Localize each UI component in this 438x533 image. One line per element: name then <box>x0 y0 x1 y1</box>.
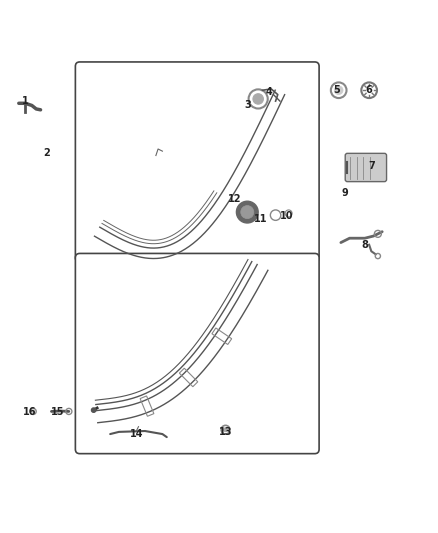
Text: 11: 11 <box>254 214 267 224</box>
FancyBboxPatch shape <box>75 254 319 454</box>
Text: 16: 16 <box>23 407 36 417</box>
Text: 3: 3 <box>244 100 251 110</box>
Text: 5: 5 <box>333 85 340 95</box>
Bar <box>140 396 154 416</box>
Text: 6: 6 <box>366 85 373 95</box>
Text: 8: 8 <box>361 240 368 250</box>
Text: 4: 4 <box>266 87 272 98</box>
Text: 1: 1 <box>22 96 29 106</box>
Circle shape <box>92 408 96 413</box>
Text: 9: 9 <box>342 188 349 198</box>
Text: 13: 13 <box>219 427 232 437</box>
FancyBboxPatch shape <box>75 62 319 262</box>
Bar <box>179 368 198 387</box>
Circle shape <box>32 410 35 413</box>
Text: 14: 14 <box>130 429 143 439</box>
Bar <box>212 328 232 344</box>
Circle shape <box>253 94 263 104</box>
Text: 2: 2 <box>44 148 50 158</box>
Text: 15: 15 <box>51 407 65 417</box>
Text: 10: 10 <box>280 212 293 221</box>
Circle shape <box>224 428 227 431</box>
Circle shape <box>241 206 254 219</box>
Circle shape <box>334 86 343 94</box>
Text: 7: 7 <box>368 161 374 172</box>
FancyBboxPatch shape <box>345 154 387 182</box>
Circle shape <box>237 201 258 223</box>
Text: 12: 12 <box>227 194 241 204</box>
